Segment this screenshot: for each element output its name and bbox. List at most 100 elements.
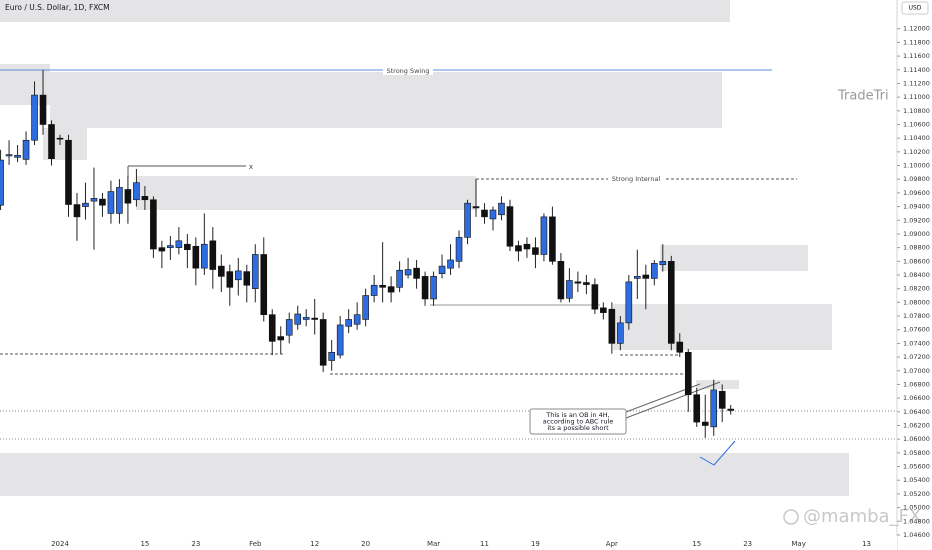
zone xyxy=(136,176,476,210)
candle-body xyxy=(506,206,514,247)
candle-body xyxy=(0,159,4,206)
y-tick-label: 1.09800 xyxy=(903,175,930,183)
candle-body xyxy=(90,198,98,202)
candle-body xyxy=(583,282,590,285)
zone xyxy=(50,72,722,128)
y-tick-label: 1.11600 xyxy=(903,52,930,60)
candle-body xyxy=(22,139,30,160)
y-tick-label: 1.07600 xyxy=(903,326,930,334)
x-tick-label: May xyxy=(791,540,805,548)
candle-body xyxy=(82,202,89,207)
x-tick-label: 11 xyxy=(480,540,489,548)
candle-body xyxy=(387,286,395,293)
y-tick-label: 1.07800 xyxy=(903,312,930,320)
callout-line xyxy=(625,381,721,419)
candle-body xyxy=(523,243,531,250)
zone xyxy=(613,304,832,350)
candle-body xyxy=(667,261,675,344)
zone xyxy=(0,0,730,22)
note-line: This is an OB in 4H, xyxy=(545,411,610,419)
candle-body xyxy=(234,270,242,281)
annotation: x xyxy=(249,163,253,171)
y-tick-label: 1.08000 xyxy=(903,298,930,306)
candle-body xyxy=(184,243,191,250)
label-bg xyxy=(608,175,664,184)
y-tick-label: 1.09000 xyxy=(903,230,930,238)
currency: USD xyxy=(909,5,922,12)
y-tick-label: 1.05800 xyxy=(903,449,930,457)
candle-body xyxy=(39,94,47,125)
candle-body xyxy=(404,269,412,276)
y-tick-label: 1.06000 xyxy=(903,435,930,443)
y-tick-label: 1.05600 xyxy=(903,463,930,471)
y-tick-label: 1.11000 xyxy=(903,93,930,101)
y-tick-label: 1.10400 xyxy=(903,134,930,142)
candle-body xyxy=(192,245,200,269)
y-tick-label: 1.05400 xyxy=(903,476,930,484)
y-tick-label: 1.04600 xyxy=(903,531,930,539)
candle-body xyxy=(14,154,21,158)
y-tick-label: 1.11200 xyxy=(903,79,930,87)
candle-body xyxy=(5,154,13,157)
y-tick-label: 1.09400 xyxy=(903,203,930,211)
candle-body xyxy=(345,319,352,327)
candle-body xyxy=(634,276,641,279)
y-tick-label: 1.05000 xyxy=(903,504,930,512)
x-tick-label: 15 xyxy=(140,540,149,548)
candle-body xyxy=(107,191,115,214)
projection xyxy=(699,440,736,466)
chart-title: Euro / U.S. Dollar, 1D, FXCM xyxy=(5,3,110,12)
candle-body xyxy=(328,352,335,361)
candle-body xyxy=(447,259,454,269)
candle-body xyxy=(650,263,658,279)
zone xyxy=(0,453,849,496)
candle-body xyxy=(489,209,497,220)
y-tick-label: 1.12000 xyxy=(903,25,930,33)
x-tick-label: 15 xyxy=(692,540,701,548)
candle-body xyxy=(218,265,225,277)
candle-body xyxy=(718,390,726,409)
y-tick-label: 1.06800 xyxy=(903,380,930,388)
candle-body xyxy=(532,247,539,255)
zone xyxy=(660,245,808,271)
candle-body xyxy=(277,336,285,341)
y-tick-label: 1.10000 xyxy=(903,162,930,170)
candle-body xyxy=(124,189,132,204)
y-tick-label: 1.10800 xyxy=(903,107,930,115)
candle-body xyxy=(430,276,437,300)
time-axis xyxy=(0,536,897,550)
candle-body xyxy=(701,421,709,426)
y-tick-label: 1.06200 xyxy=(903,421,930,429)
candle-body xyxy=(608,308,616,344)
x-tick-label: 20 xyxy=(361,540,370,548)
candle-body xyxy=(515,245,522,252)
candle-body xyxy=(370,284,378,296)
candle-body xyxy=(285,319,293,336)
candle-body xyxy=(201,243,208,269)
candle-body xyxy=(353,314,361,325)
candle-body xyxy=(116,187,123,214)
candle-body xyxy=(481,209,488,218)
y-tick-label: 1.10200 xyxy=(903,148,930,156)
y-tick-label: 1.09200 xyxy=(903,216,930,224)
candle-body xyxy=(379,284,386,288)
candle-body xyxy=(167,245,174,248)
candle-body xyxy=(464,202,471,238)
candle-body xyxy=(540,216,548,255)
candle-body xyxy=(574,281,582,284)
candle-body xyxy=(549,216,556,262)
y-tick-label: 1.11800 xyxy=(903,38,930,46)
y-tick-label: 1.08200 xyxy=(903,285,930,293)
x-tick-label: Mar xyxy=(427,540,440,548)
candle-body xyxy=(31,94,38,141)
candle-body xyxy=(617,322,624,344)
candle-body xyxy=(73,204,81,218)
candle-body xyxy=(472,206,480,209)
x-tick-label: 13 xyxy=(862,540,871,548)
y-tick-label: 1.08800 xyxy=(903,244,930,252)
candle-body xyxy=(319,319,327,366)
candle-body xyxy=(226,271,234,288)
candle-body xyxy=(684,352,692,396)
